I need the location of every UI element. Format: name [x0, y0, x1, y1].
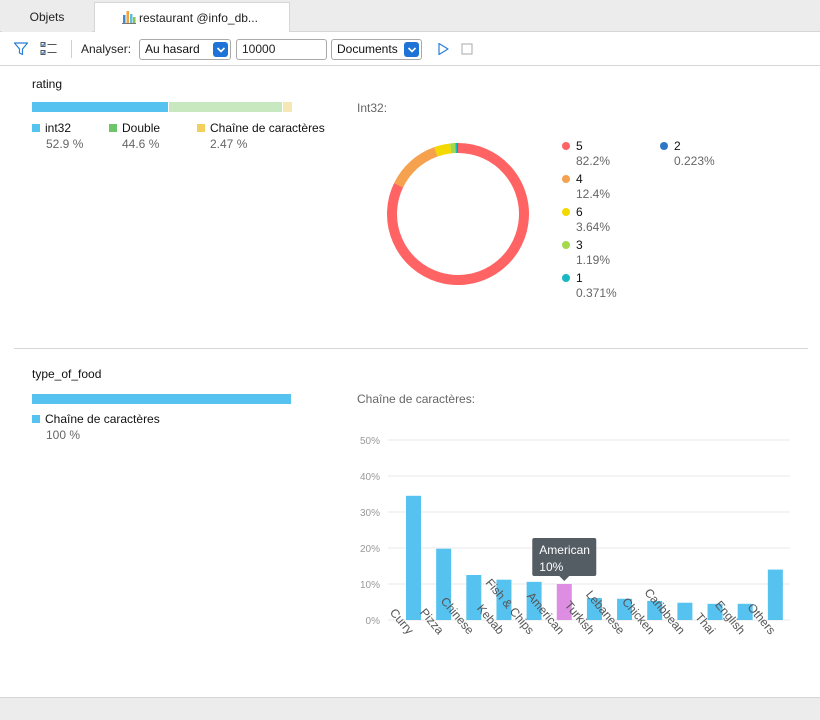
tab-bar: Objets restaurant @info_db...: [0, 0, 820, 32]
y-tick-label: 50%: [360, 436, 380, 447]
legend-label: int32: [45, 121, 72, 135]
pie-legend-pct: 82.2%: [576, 154, 611, 168]
legend-label: Double: [122, 121, 161, 135]
pie-legend-label: 2: [674, 139, 681, 153]
bar-tooltip: American 10%: [532, 538, 597, 581]
rating-field-title: rating: [32, 77, 63, 91]
sample-mode-value: Au hasard: [145, 42, 200, 56]
legend-swatch: [197, 124, 205, 132]
sample-size-input[interactable]: 10000: [236, 39, 327, 60]
pie-legend-dot: [562, 175, 570, 183]
pie-legend-dot: [562, 274, 570, 282]
legend-swatch: [32, 124, 40, 132]
toolbar: Analyser: Au hasard 10000 Documents: [0, 32, 820, 66]
legend-label: Chaîne de caractères: [210, 121, 325, 135]
rating-legend-string: Chaîne de caractères: [197, 121, 325, 135]
pie-legend-dot: [562, 208, 570, 216]
rating-type-bar-int32: [32, 102, 168, 112]
tooltip-category: American: [539, 543, 590, 557]
tab-objects-label: Objets: [29, 10, 65, 24]
pie-legend-label: 1: [576, 271, 583, 285]
bar-english[interactable]: [737, 603, 753, 620]
field-list-icon: [40, 42, 57, 55]
sample-size-value: 10000: [242, 42, 276, 56]
bar-kebab[interactable]: [496, 579, 512, 620]
pie-legend-pct: 12.4%: [576, 187, 611, 201]
stop-icon: [461, 43, 473, 55]
pie-legend-pct: 0.371%: [576, 286, 617, 300]
rating-type-bar-double: [169, 102, 282, 112]
legend-swatch: [32, 415, 40, 423]
run-button[interactable]: [434, 40, 452, 58]
y-tick-label: 20%: [360, 544, 380, 555]
bar-fish-chips[interactable]: [526, 581, 542, 620]
y-tick-label: 10%: [360, 580, 380, 591]
filter-icon: [13, 42, 29, 56]
bar-others[interactable]: [767, 569, 783, 620]
bar-chinese[interactable]: [466, 575, 482, 620]
pie-slice-4[interactable]: [394, 147, 438, 188]
type-of-food-pct-string: 100 %: [46, 428, 81, 442]
filter-button[interactable]: [12, 40, 30, 58]
y-tick-label: 0%: [366, 616, 381, 627]
rating-pct-string: 2.47 %: [210, 137, 248, 151]
sample-mode-select[interactable]: Au hasard: [139, 39, 231, 60]
pie-slice-6[interactable]: [434, 143, 452, 157]
bar-lebanese[interactable]: [617, 598, 633, 620]
legend-label: Chaîne de caractères: [45, 412, 160, 426]
tab-restaurant-analysis[interactable]: restaurant @info_db...: [94, 2, 290, 32]
toolbar-separator: [71, 40, 72, 58]
rating-pct-int32: 52.9 %: [46, 137, 84, 151]
field-list-button[interactable]: [40, 40, 58, 58]
tooltip-value: 10%: [539, 560, 563, 574]
legend-swatch: [109, 124, 117, 132]
type-of-food-chart-caption: Chaîne de caractères:: [357, 392, 476, 406]
rating-pct-double: 44.6 %: [122, 137, 160, 151]
section-divider: [14, 348, 808, 349]
tab-objects[interactable]: Objets: [2, 2, 92, 32]
pie-legend-pct: 1.19%: [576, 253, 611, 267]
rating-type-bar-string: [283, 102, 292, 112]
type-of-food-legend-string: Chaîne de caractères: [32, 412, 160, 426]
pie-slice-5[interactable]: [387, 143, 529, 285]
status-bar: [0, 697, 820, 720]
analyze-label: Analyser:: [81, 42, 132, 56]
bar-turkish[interactable]: [586, 598, 602, 620]
pie-legend-dot: [562, 241, 570, 249]
bar-thai[interactable]: [707, 603, 723, 620]
target-select[interactable]: Documents: [331, 39, 422, 60]
stop-button[interactable]: [458, 40, 476, 58]
pie-legend-label: 3: [576, 238, 583, 252]
y-tick-label: 30%: [360, 508, 380, 519]
chevron-down-icon: [213, 42, 228, 57]
rating-donut-chart: [387, 143, 529, 285]
y-tick-label: 40%: [360, 472, 380, 483]
type-of-food-type-bar-string: [32, 394, 291, 404]
bar-curry[interactable]: [406, 495, 421, 620]
tab-restaurant-label: restaurant @info_db...: [139, 10, 258, 25]
pie-legend-pct: 3.64%: [576, 220, 611, 234]
rating-pie-caption: Int32:: [357, 101, 388, 115]
bar-pizza[interactable]: [436, 548, 452, 620]
chevron-down-icon: [404, 42, 419, 57]
pie-legend-label: 6: [576, 205, 583, 219]
rating-legend-int32: int32: [32, 121, 71, 135]
bar-american[interactable]: [556, 584, 572, 620]
bar-caribbean[interactable]: [677, 602, 693, 620]
pie-legend-label: 5: [576, 139, 583, 153]
pie-legend-dot: [660, 142, 668, 150]
rating-legend-double: Double: [109, 121, 160, 135]
type-of-food-field-title: type_of_food: [32, 367, 102, 381]
bar-chart-icon: [122, 11, 136, 24]
pie-legend-dot: [562, 142, 570, 150]
pie-legend-pct: 0.223%: [674, 154, 715, 168]
type-of-food-bar-chart: 0%10%20%30%40%50%Curry PizzaChineseKebabF…: [360, 436, 790, 637]
target-value: Documents: [337, 42, 398, 56]
pie-legend-label: 4: [576, 172, 583, 186]
bar-chicken[interactable]: [647, 600, 663, 620]
play-icon: [438, 42, 449, 56]
